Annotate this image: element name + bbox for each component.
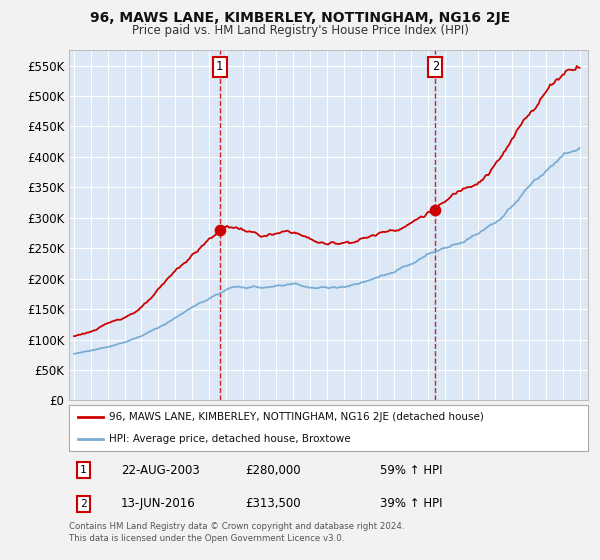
Text: 1: 1 [80, 465, 87, 475]
Text: 2: 2 [432, 60, 439, 73]
Text: 59% ↑ HPI: 59% ↑ HPI [380, 464, 443, 477]
Text: 22-AUG-2003: 22-AUG-2003 [121, 464, 200, 477]
Text: 39% ↑ HPI: 39% ↑ HPI [380, 497, 443, 510]
Text: £313,500: £313,500 [245, 497, 301, 510]
Text: 13-JUN-2016: 13-JUN-2016 [121, 497, 196, 510]
Text: £280,000: £280,000 [245, 464, 301, 477]
Text: 2: 2 [80, 499, 87, 509]
Text: Price paid vs. HM Land Registry's House Price Index (HPI): Price paid vs. HM Land Registry's House … [131, 24, 469, 36]
Text: HPI: Average price, detached house, Broxtowe: HPI: Average price, detached house, Brox… [109, 434, 351, 444]
Point [431, 205, 440, 214]
Text: 1: 1 [216, 60, 223, 73]
Point [215, 226, 224, 235]
Text: 96, MAWS LANE, KIMBERLEY, NOTTINGHAM, NG16 2JE (detached house): 96, MAWS LANE, KIMBERLEY, NOTTINGHAM, NG… [109, 412, 484, 422]
Text: 96, MAWS LANE, KIMBERLEY, NOTTINGHAM, NG16 2JE: 96, MAWS LANE, KIMBERLEY, NOTTINGHAM, NG… [90, 11, 510, 25]
Text: Contains HM Land Registry data © Crown copyright and database right 2024.
This d: Contains HM Land Registry data © Crown c… [69, 522, 404, 543]
